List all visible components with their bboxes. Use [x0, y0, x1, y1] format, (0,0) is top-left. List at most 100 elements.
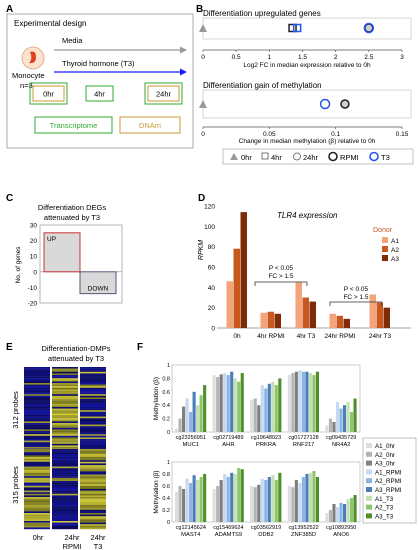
- heatmap-cell: [80, 387, 106, 390]
- heatmap-cell: [80, 522, 106, 525]
- heatmap-cell: [80, 487, 106, 490]
- heatmap-cell: [80, 450, 106, 453]
- methylation-top-chart: Methylation (β) 0 0.2 0.4 0.6 0.8 1 cg23256951M…: [153, 363, 361, 448]
- heatmap-cell: [24, 500, 50, 502]
- monocyte-icon: [21, 46, 45, 70]
- legend-swatch-a1: [382, 237, 388, 243]
- heatmap-cell: [52, 524, 78, 526]
- heatmap-cell: [24, 497, 50, 499]
- heatmap-cell: [52, 424, 78, 427]
- heatmap-cell: [24, 411, 50, 414]
- heatmap-cell: [52, 476, 78, 478]
- bar-a1-24hr-rpmi: [329, 313, 336, 328]
- heatmap-cell: [80, 461, 106, 464]
- legend-swatch-a3_0hr: [366, 460, 372, 466]
- heatmap-cell: [24, 442, 50, 444]
- probe-label: cg03562919: [251, 525, 281, 531]
- point-4hr-rpmi: [288, 23, 297, 33]
- probe-label: cg12145624: [176, 525, 206, 531]
- heatmap-cell: [80, 447, 106, 449]
- bar-a1_0hr: [212, 375, 216, 432]
- heatmap-cell: [80, 397, 106, 400]
- heatmap-cell: [52, 503, 78, 506]
- legend-swatch-a1_0hr: [366, 443, 372, 448]
- heatmap-cell: [52, 387, 78, 390]
- heatmap-cell: [80, 493, 106, 496]
- legend-label-a3_0hr: A3_0hr: [375, 461, 395, 468]
- legend-4hr-label: 4hr: [271, 153, 282, 162]
- bar-a1_t3: [271, 381, 275, 432]
- heatmap-cell: [24, 434, 50, 436]
- heatmap-cell: [52, 402, 78, 404]
- heatmap-cell: [52, 439, 78, 441]
- bar-a3_rpmi: [267, 383, 271, 432]
- heatmap-cell: [80, 405, 106, 408]
- y-tick-label: 0.4: [162, 496, 170, 502]
- heatmap-cell: [80, 474, 106, 477]
- bar-label-down: DOWN: [88, 286, 109, 293]
- heatmap-cell: [52, 481, 78, 483]
- point-24hr-rpmi: [340, 99, 350, 109]
- heatmap-cell: [52, 463, 78, 466]
- cell-label: Monocyte: [12, 71, 45, 80]
- bar-a3_rpmi: [342, 405, 347, 432]
- bar-a1_rpmi: [260, 478, 264, 522]
- gene-label: ZNF385D: [291, 532, 316, 538]
- heatmap-cell: [80, 457, 106, 459]
- legend-swatch-a2: [382, 246, 388, 252]
- heatmap-cell: [52, 508, 78, 510]
- bar-a3_t3: [278, 378, 282, 432]
- heatmap-cell: [80, 378, 106, 380]
- legend-swatch-a3_rpmi: [366, 487, 372, 492]
- heatmap-cell: [80, 415, 106, 417]
- bar-a2_0hr: [178, 418, 182, 432]
- bar-a3_0hr: [219, 374, 223, 432]
- dnam-box: [119, 116, 181, 134]
- heatmap-cell: [24, 373, 50, 376]
- time-0-label: 0hr: [43, 90, 54, 99]
- heatmap-cell: [80, 434, 106, 436]
- x-tick-label: 0.1: [331, 131, 340, 138]
- legend-swatch-a2_t3: [366, 504, 372, 510]
- y-tick-label: 0.8: [162, 472, 170, 478]
- bar-a1_t3: [196, 480, 200, 522]
- heatmap-cell: [52, 447, 78, 449]
- point-0hr: [199, 24, 207, 32]
- y-tick-label: 0.6: [162, 390, 170, 396]
- y-tick-label: 100: [204, 224, 215, 231]
- y-tick-label: 120: [204, 204, 215, 211]
- gene-label: MUC1: [183, 442, 199, 448]
- bar-a1_0hr: [212, 489, 216, 522]
- methylation-xlabel: Change in median methylation (β) relativ…: [239, 138, 376, 145]
- y-tick-label: 30: [30, 223, 38, 230]
- heatmap-cell: [80, 500, 106, 502]
- dnam-label: DNAm: [139, 121, 161, 130]
- heatmap-cell: [52, 516, 78, 518]
- heatmap-cell: [24, 498, 50, 501]
- legend-label-a3_t3: A3_T3: [375, 513, 394, 520]
- heatmap-cell: [24, 440, 50, 443]
- heatmap-cell: [52, 389, 78, 392]
- heatmap-cell: [80, 460, 106, 462]
- legend-rpmi-label: RPMI: [340, 153, 359, 162]
- bar-a2_0hr: [291, 373, 295, 432]
- heatmap-cell: [52, 403, 78, 406]
- bar-a3_rpmi: [230, 371, 234, 432]
- heatmap-cell: [24, 370, 50, 372]
- heatmap-cell: [24, 473, 50, 475]
- x-tick-label: 0.5: [232, 54, 241, 61]
- heatmap-cell: [52, 525, 78, 528]
- heatmap-cell: [80, 514, 106, 517]
- heatmap-cell: [80, 421, 106, 424]
- heatmap-cell: [80, 383, 106, 385]
- bar-a1_t3: [308, 472, 312, 522]
- heatmap-cell: [52, 437, 78, 440]
- heatmap-cell: [80, 431, 106, 433]
- bar-a1_rpmi: [260, 385, 264, 432]
- bar-a3_rpmi: [267, 477, 271, 522]
- category-label: 0h: [233, 333, 241, 340]
- heatmap-cell: [52, 397, 78, 400]
- tlr4-chart: TLR4 expression RPKM 0 20 40 60 80 100 120 0h 4…: [198, 204, 411, 340]
- heatmap-cell: [24, 508, 50, 510]
- heatmap-cell: [24, 489, 50, 491]
